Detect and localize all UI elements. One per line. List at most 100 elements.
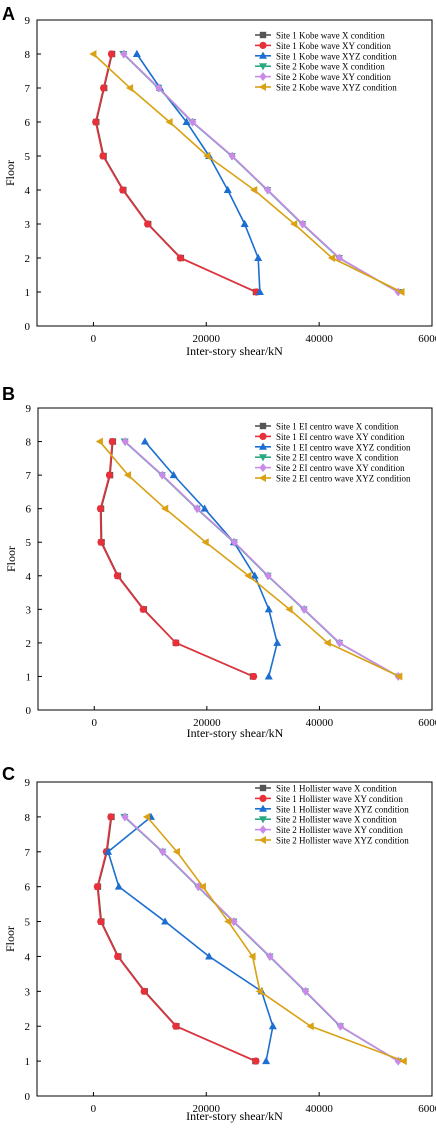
plot-frame [37, 407, 433, 711]
data-point [302, 986, 310, 996]
chart-c-svg: 0 1 2 3 4 5 6 7 8 9 0 20000 40000 60000 Inter-story sh… [3, 777, 436, 1123]
data-point [95, 437, 103, 446]
data-point [114, 952, 122, 961]
y-tick-label: 8 [26, 437, 32, 449]
legend-marker [259, 825, 267, 834]
data-point [189, 117, 197, 127]
legend-marker [259, 784, 267, 792]
data-point [142, 812, 151, 821]
series-6 [95, 437, 403, 681]
legend-label: Site 1 EI centro wave X condition [276, 422, 399, 432]
series-3 [140, 437, 282, 680]
data-point [123, 471, 132, 480]
data-point [201, 538, 209, 547]
series-1 [93, 50, 260, 296]
legend-label: Site 2 Kobe wave X condition [276, 62, 385, 72]
data-point [182, 117, 191, 125]
data-point [99, 152, 107, 160]
y-tick-label: 7 [25, 847, 31, 859]
legend-label: Site 1 Hollister wave XY condition [276, 794, 403, 804]
series-line [123, 53, 399, 293]
y-tick-label: 5 [25, 151, 31, 163]
data-point [159, 847, 167, 857]
y-axis-label: Floor [3, 160, 17, 186]
y-tick-label: 6 [25, 882, 31, 894]
data-point [397, 288, 405, 296]
x-tick-label: 40000 [305, 1103, 333, 1115]
data-point [139, 605, 147, 613]
legend-marker [259, 432, 267, 440]
y-tick-label: 9 [25, 15, 31, 27]
data-point [165, 118, 173, 126]
series-6 [89, 50, 405, 296]
data-point [176, 254, 184, 262]
y-tick-label: 8 [25, 49, 31, 61]
y-tick-label: 6 [26, 504, 32, 516]
data-point [107, 50, 116, 58]
data-point [198, 882, 206, 891]
y-tick-label: 3 [25, 986, 31, 998]
data-point [224, 917, 232, 926]
y-axis-label: Floor [4, 546, 18, 572]
chart-b-svg: 0 1 2 3 4 5 6 7 8 9 0 20000 40000 60000 Inter-story sh… [4, 403, 436, 740]
data-point [249, 672, 258, 681]
y-tick-label: 0 [26, 705, 32, 717]
series-3 [132, 49, 264, 295]
y-tick-label: 1 [26, 671, 32, 683]
legend-marker [259, 804, 267, 812]
legend: Site 1 Kobe wave X condition Site 1 Kobe … [255, 31, 397, 93]
y-tick-label: 5 [25, 917, 31, 929]
series-line [96, 816, 257, 1062]
data-point [114, 882, 123, 890]
x-tick-label: 60000 [418, 717, 436, 729]
data-point [120, 49, 128, 59]
data-point [264, 672, 273, 680]
y-tick-label: 7 [25, 83, 31, 95]
y-tick-label: 4 [25, 951, 31, 963]
x-tick-label: 60000 [418, 1103, 436, 1115]
data-point [200, 504, 209, 512]
series-line [99, 441, 254, 678]
data-point [264, 185, 272, 195]
data-point [250, 571, 259, 579]
data-point [113, 572, 121, 580]
data-point [399, 1057, 407, 1066]
panel-letter: C [2, 764, 15, 784]
legend-marker [259, 816, 267, 824]
data-point [140, 987, 148, 995]
x-tick-label: 40000 [306, 717, 334, 729]
legend-marker [258, 836, 266, 844]
chart-panel-a: A 0 1 2 3 4 5 6 7 8 9 0 20000 40000 60000 Inter-story … [0, 0, 436, 380]
data-point [108, 437, 116, 446]
series-5 [121, 812, 402, 1066]
series-line [146, 816, 405, 1062]
legend-marker [259, 51, 267, 59]
legend-label: Site 1 Kobe wave XYZ condition [276, 51, 397, 61]
series-line [124, 816, 399, 1062]
data-point [254, 253, 263, 261]
data-point [89, 50, 97, 58]
legend-label: Site 2 EI centro wave XYZ condition [276, 474, 411, 484]
y-tick-label: 4 [25, 185, 31, 197]
legend-marker [259, 463, 267, 472]
data-point [158, 470, 166, 480]
data-point [395, 672, 403, 681]
y-tick-label: 2 [25, 1021, 31, 1033]
data-point [105, 471, 114, 479]
data-point [336, 638, 344, 648]
data-point [327, 254, 336, 262]
data-point [244, 571, 252, 580]
legend-label: Site 1 Hollister wave X condition [276, 784, 397, 794]
y-tick-label: 4 [26, 571, 32, 583]
legend-label: Site 1 Kobe wave X condition [276, 31, 385, 41]
legend-label: Site 2 Kobe wave XY condition [276, 72, 391, 82]
y-tick-label: 1 [25, 1056, 31, 1068]
legend-marker [259, 72, 267, 81]
data-point [240, 219, 249, 227]
series-line [144, 441, 279, 677]
legend-marker [258, 474, 266, 482]
x-tick-label: 40000 [305, 333, 333, 345]
x-tick-label: 20000 [193, 333, 221, 345]
data-point [169, 470, 178, 479]
data-point [273, 638, 282, 646]
